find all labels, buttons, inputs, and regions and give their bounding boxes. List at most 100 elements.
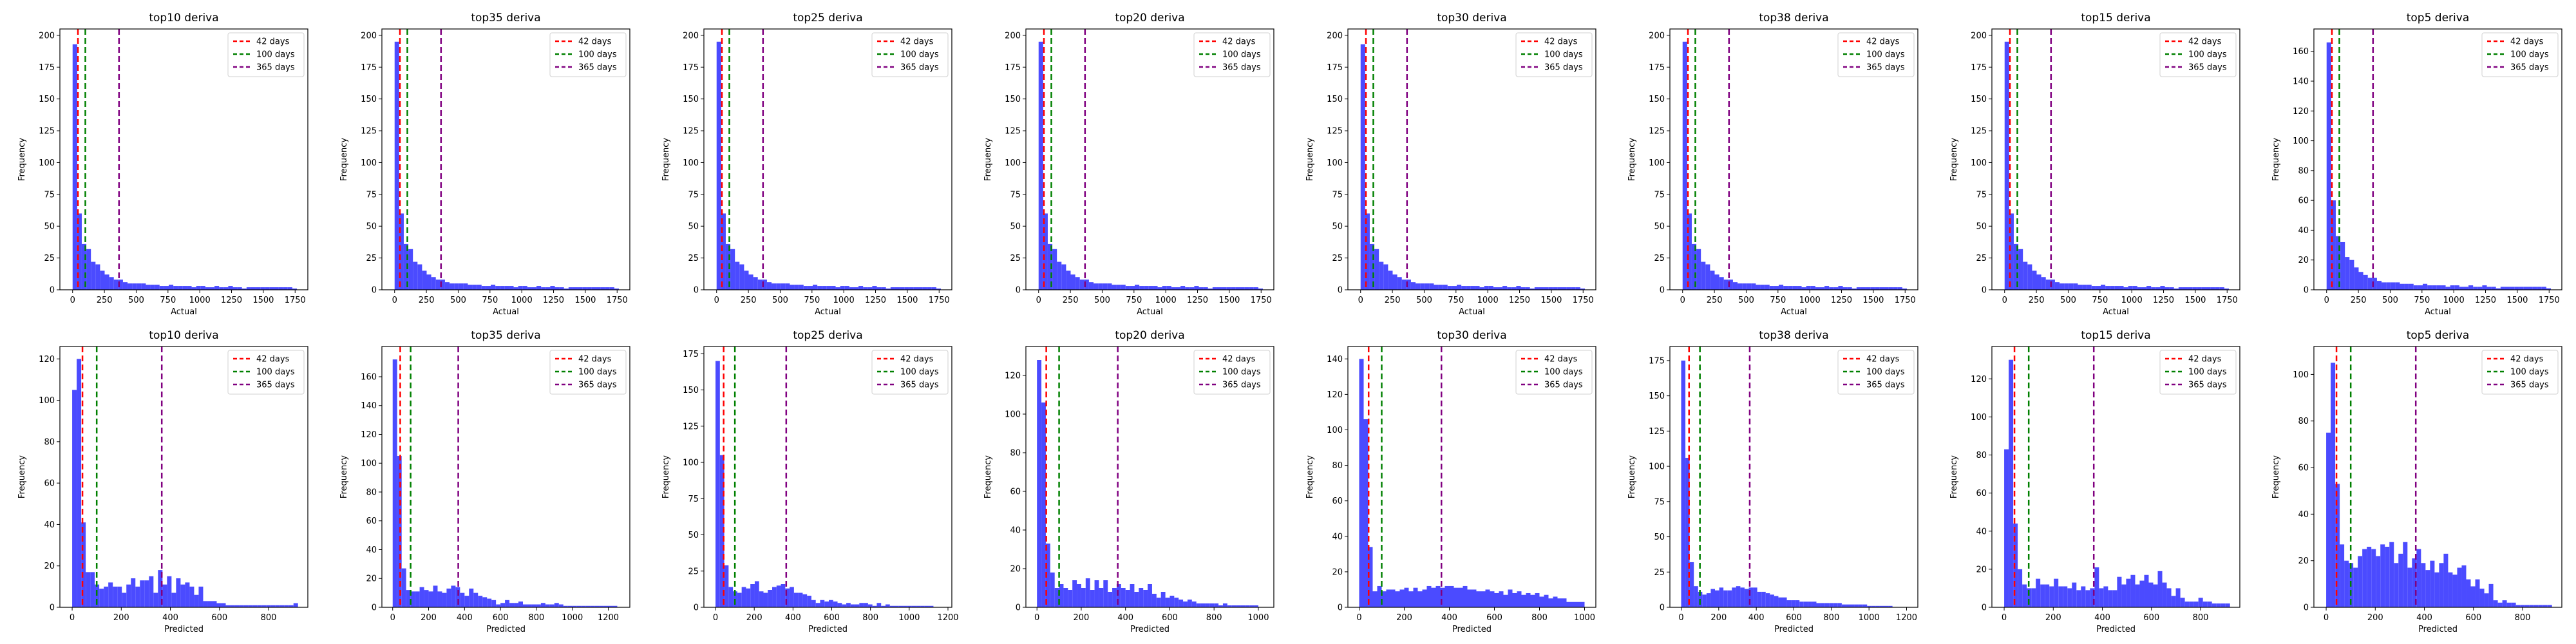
legend-label: 100 days	[900, 368, 939, 377]
subplot-actual-top38: 0 250 500 750 1000 1250 1500 1750 0 25 50 75 100 125 1…	[1627, 12, 1918, 317]
histogram-bar	[2054, 282, 2060, 290]
y-tick-label: 50	[1010, 222, 1021, 232]
histogram-bar	[2441, 285, 2446, 290]
subplot-actual-top5: 0 250 500 750 1000 1250 1500 1750 0 20 40 60 80 100 12…	[2271, 12, 2562, 317]
histogram-bar	[1526, 592, 1531, 607]
histogram-bar	[1783, 597, 1787, 607]
x-tick-label: 800	[2515, 613, 2531, 623]
x-tick-label: 600	[1486, 613, 1502, 623]
histogram-bar	[2400, 283, 2405, 290]
histogram-bar	[90, 572, 95, 607]
histogram-bar	[2439, 563, 2444, 607]
histogram-bar	[2183, 287, 2188, 290]
histogram-bar	[900, 287, 905, 290]
y-tick-label: 50	[1332, 222, 1343, 232]
histogram-bar	[1553, 596, 1558, 607]
legend-box	[2159, 32, 2237, 77]
histogram-bar	[564, 289, 569, 290]
histogram-bar	[1054, 588, 1059, 607]
histogram-bar	[1253, 287, 1258, 290]
histogram-bar	[599, 605, 604, 607]
histogram-bar	[2479, 589, 2485, 607]
plot-frame	[1991, 346, 2240, 608]
histogram-bar	[1494, 592, 1499, 607]
histogram-bar	[1187, 600, 1192, 607]
x-tick-label: 600	[493, 613, 509, 623]
histogram-bar	[920, 605, 925, 607]
histogram-bar	[2151, 287, 2156, 290]
histogram-bar	[757, 279, 762, 290]
y-tick-label: 80	[1976, 451, 1987, 460]
legend-label: 100 days	[578, 50, 617, 60]
histogram-bar	[194, 594, 199, 607]
histogram-bar	[1884, 287, 1889, 290]
histogram-bar	[2141, 287, 2147, 290]
histogram-bar	[2515, 605, 2521, 607]
histogram-bar	[232, 287, 238, 290]
histogram-bar	[1838, 286, 1843, 290]
y-tick-label: 60	[366, 516, 377, 526]
y-tick-label: 175	[1327, 63, 1343, 73]
histogram-bar	[444, 282, 450, 290]
y-tick-label: 0	[1660, 603, 1665, 613]
x-tick-label: 1250	[1831, 296, 1852, 305]
histogram-bar	[1856, 287, 1861, 290]
histogram-bar	[1812, 601, 1817, 607]
histogram-bar	[1544, 287, 1549, 290]
y-tick-label: 50	[1654, 533, 1665, 542]
histogram-bar	[1413, 587, 1418, 607]
legend-label: 42 days	[1222, 37, 1256, 47]
histogram-bar	[274, 287, 279, 290]
histogram-bar	[1467, 589, 1472, 607]
y-tick-label: 60	[1332, 497, 1343, 506]
histogram-bar	[141, 283, 146, 290]
x-tick-label: 250	[419, 296, 435, 305]
histogram-bar	[2023, 261, 2028, 290]
histogram-bar	[837, 603, 842, 607]
histogram-bar	[889, 605, 895, 607]
legend: 42 days 100 days 365 days	[2481, 350, 2559, 395]
histogram-bar	[155, 285, 160, 290]
y-tick-label: 125	[361, 127, 377, 137]
y-tick-label: 20	[44, 562, 55, 571]
y-tick-label: 75	[1654, 497, 1665, 507]
histogram-bar	[209, 287, 215, 290]
histogram-bar	[730, 249, 735, 290]
histogram-bar	[2335, 484, 2340, 607]
y-tick-label: 0	[1982, 603, 1987, 613]
legend-label: 365 days	[578, 63, 617, 73]
histogram-bar	[261, 605, 267, 607]
histogram-bar	[1544, 594, 1549, 607]
y-tick-label: 100	[39, 396, 55, 406]
x-tick-label: 0	[1678, 613, 1683, 623]
histogram-bar	[1557, 287, 1562, 290]
x-tick-label: 0	[1680, 296, 1685, 305]
histogram-bar	[2459, 287, 2464, 290]
y-tick-label: 0	[694, 286, 699, 296]
histogram-bar	[189, 586, 194, 607]
histogram-bar	[1769, 286, 1774, 290]
y-axis-label: Frequency	[339, 455, 349, 498]
x-axis-label: Actual	[171, 307, 197, 317]
histogram-bar	[931, 287, 936, 290]
legend: 42 days 100 days 365 days	[1193, 350, 1271, 395]
histogram-bar	[1217, 287, 1222, 290]
histogram-bar	[2004, 449, 2009, 607]
histogram-bar	[1548, 598, 1553, 607]
subplot-actual-top30: 0 250 500 750 1000 1250 1500 1750 0 25 50 75 100 125 1…	[1305, 12, 1596, 317]
histogram-bar	[2160, 286, 2165, 290]
histogram-bar	[1170, 596, 1175, 607]
x-tick-label: 800	[529, 613, 545, 623]
y-tick-label: 0	[1338, 286, 1343, 296]
histogram-bar	[1222, 603, 1227, 607]
histogram-bar	[1714, 274, 1719, 290]
histogram-bar	[1189, 287, 1195, 290]
histogram-bar	[817, 286, 822, 290]
histogram-bar	[2363, 274, 2368, 290]
histogram-bar	[417, 264, 422, 290]
x-tick-label: 250	[1707, 296, 1723, 305]
histogram-bar	[2178, 287, 2183, 290]
histogram-bar	[2506, 602, 2512, 607]
x-tick-label: 0	[1036, 296, 1041, 305]
histogram-bar	[545, 287, 551, 290]
